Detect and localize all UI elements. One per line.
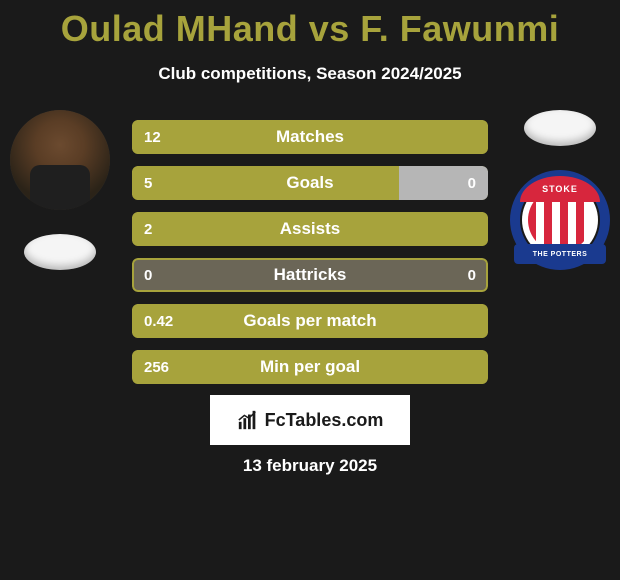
- right-club-badge: STOKE THE POTTERS: [510, 170, 610, 270]
- chart-icon: [237, 409, 259, 431]
- left-player-avatar: [10, 110, 110, 210]
- stat-label: Assists: [132, 212, 488, 246]
- stat-row: 50Goals: [132, 166, 488, 200]
- subtitle: Club competitions, Season 2024/2025: [0, 64, 620, 84]
- page-title: Oulad MHand vs F. Fawunmi: [0, 0, 620, 50]
- stat-row: 2Assists: [132, 212, 488, 246]
- date-text: 13 february 2025: [0, 456, 620, 476]
- stat-row: 00Hattricks: [132, 258, 488, 292]
- left-flag: [24, 234, 96, 270]
- left-player-column: [0, 110, 120, 270]
- stat-row: 256Min per goal: [132, 350, 488, 384]
- stat-label: Goals per match: [132, 304, 488, 338]
- badge-banner-text: THE POTTERS: [514, 244, 606, 264]
- stat-label: Min per goal: [132, 350, 488, 384]
- right-player-column: STOKE THE POTTERS: [500, 110, 620, 270]
- stat-row: 0.42Goals per match: [132, 304, 488, 338]
- stat-label: Matches: [132, 120, 488, 154]
- stat-label: Goals: [132, 166, 488, 200]
- stat-label: Hattricks: [132, 258, 488, 292]
- right-flag: [524, 110, 596, 146]
- stats-bars: 12Matches 50Goals 2Assists 00Hattricks 0.42G…: [132, 120, 488, 396]
- fctables-logo: FcTables.com: [210, 395, 410, 445]
- logo-text: FcTables.com: [265, 410, 384, 431]
- stat-row: 12Matches: [132, 120, 488, 154]
